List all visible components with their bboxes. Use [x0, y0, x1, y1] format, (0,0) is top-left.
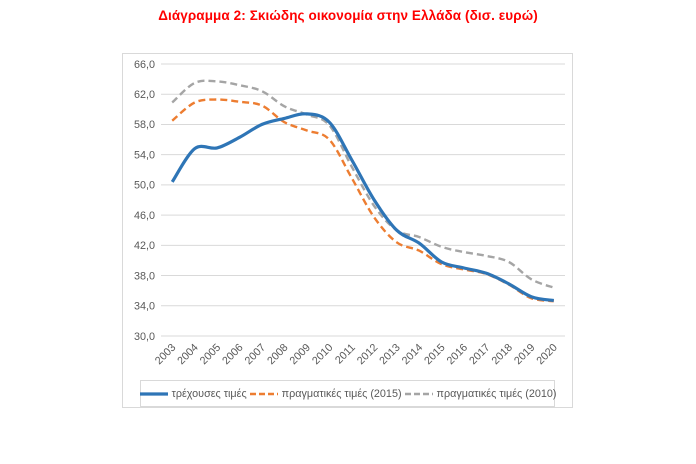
x-axis-tick-label: 2003	[153, 342, 178, 367]
legend-item: πραγματικές τιμές (2010)	[404, 387, 557, 400]
y-axis-tick-label: 34,0	[134, 301, 155, 313]
series-line-real-prices-2010	[171, 79, 555, 289]
x-axis-tick-label: 2009	[288, 342, 313, 367]
y-axis-tick-label: 54,0	[134, 149, 155, 161]
legend-item: πραγματικές τιμές (2015)	[249, 388, 402, 400]
x-axis-tick-label: 2008	[265, 342, 290, 367]
plot-area: 30,0 34,0 38,0 42,0 46,0 50,0 54,0 58,0 62,0 66,0…	[134, 59, 565, 367]
legend-label: πραγματικές τιμές (2015)	[281, 387, 402, 400]
x-axis-tick-label: 2012	[355, 342, 380, 367]
legend-label: πραγματικές τιμές (2010)	[436, 387, 557, 400]
chart-title: Διάγραμμα 2: Σκιώδης οικονομία στην Ελλά…	[158, 8, 538, 23]
x-axis-tick-label: 2016	[445, 342, 470, 367]
chart-container: 30,0 34,0 38,0 42,0 46,0 50,0 54,0 58,0 62,0 66,0…	[122, 53, 573, 408]
x-axis-tick-label: 2018	[490, 342, 515, 367]
x-axis-tick-label: 2004	[175, 342, 200, 367]
series-line-real-prices-2015	[171, 98, 554, 303]
x-axis-tick-label: 2010	[310, 342, 335, 367]
x-axis-tick-label: 2011	[333, 342, 358, 367]
x-axis-tick-label: 2020	[534, 342, 559, 367]
y-axis-tick-label: 38,0	[134, 270, 155, 282]
legend-item: τρέχουσες τιμές	[139, 388, 247, 400]
y-axis-tick-label: 66,0	[134, 59, 155, 71]
legend-swatch-series-line-real-prices-2010	[404, 392, 433, 395]
x-axis-tick-label: 2015	[422, 342, 447, 367]
legend-swatch-series-line-real-prices-2015	[249, 392, 278, 395]
x-axis-tick-label: 2006	[220, 342, 245, 367]
x-axis-tick-label: 2017	[467, 342, 492, 367]
x-axis-tick-label: 2014	[400, 342, 425, 367]
y-axis-tick-label: 42,0	[134, 240, 155, 252]
series-line-current-prices	[170, 112, 555, 303]
y-axis-tick-label: 58,0	[134, 119, 155, 131]
x-axis-tick-label: 2013	[377, 342, 402, 367]
x-axis-tick-label: 2007	[243, 342, 268, 367]
y-axis-tick-label: 50,0	[134, 180, 155, 192]
x-axis-tick-label: 2005	[198, 342, 223, 367]
legend: τρέχουσες τιμές πραγματικές τιμές (2015) π…	[139, 380, 557, 407]
x-axis-tick-label: 2019	[512, 342, 537, 367]
legend-label: τρέχουσες τιμές	[171, 387, 247, 400]
legend-swatch-series-line-current-prices	[139, 391, 168, 396]
y-axis-tick-label: 30,0	[134, 331, 155, 343]
y-axis-tick-label: 62,0	[134, 89, 155, 101]
y-axis-tick-label: 46,0	[134, 210, 155, 222]
